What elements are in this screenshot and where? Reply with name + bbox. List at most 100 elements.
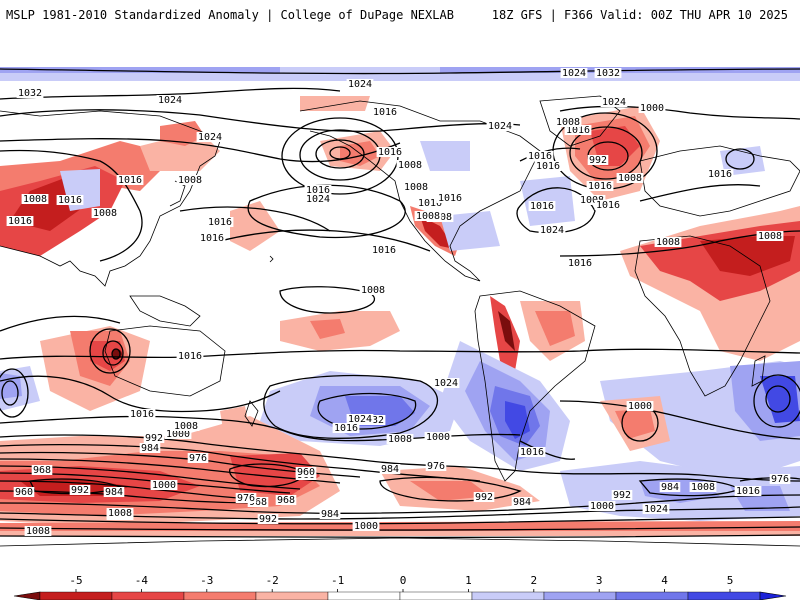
isobar-label-bg — [526, 151, 554, 161]
colorbar-bin — [615, 591, 689, 600]
isobar-label-bg — [275, 495, 297, 505]
isobar-label-bg — [689, 482, 717, 492]
isobar-label-bg — [654, 237, 682, 247]
isobar-line — [519, 147, 581, 162]
isobar-label: 960 — [297, 467, 315, 478]
isobar-label: 1016 — [596, 200, 620, 211]
isobar-label-bg — [172, 421, 200, 431]
isobar-label-bg — [31, 465, 53, 475]
isobar-label-bg — [352, 521, 380, 531]
isobar-label-bg — [706, 169, 734, 179]
isobar-label: 1016 — [418, 198, 442, 209]
isobar-label: 1008 — [174, 421, 198, 432]
isobar-label: 1016 — [200, 233, 224, 244]
isobar-label-bg — [156, 95, 184, 105]
isobar-label: 1016 — [520, 447, 544, 458]
colorbar-tick-label: 0 — [400, 574, 407, 587]
isobar-label-bg — [319, 509, 341, 519]
isobar-label: 984 — [661, 482, 679, 493]
colorbar-bin — [471, 591, 545, 600]
mslp-anomaly-map: 1032102410321024101610161024101610241008… — [0, 67, 800, 547]
isobar-label-bg — [91, 208, 119, 218]
isobar-line — [0, 526, 800, 531]
isobar-label-bg — [594, 68, 622, 78]
isobar-label: 1016 — [373, 107, 397, 118]
isobar-line — [639, 184, 761, 202]
shade-neg2 — [615, 409, 655, 439]
isobar-label-bg — [432, 378, 460, 388]
isobar-label: 1008 — [758, 231, 782, 242]
coast-antarctica — [0, 537, 800, 547]
shade-neg2 — [160, 121, 205, 146]
colorbar-bin — [39, 591, 113, 600]
colorbar-tick-label: -2 — [266, 574, 279, 587]
isobar-label-bg — [21, 194, 49, 204]
isobar-line — [559, 400, 800, 440]
isobar-line — [111, 348, 121, 360]
isobar-line — [1, 380, 19, 406]
isobar-label: 1024 — [348, 79, 372, 90]
isobar-label: 1024 — [540, 225, 564, 236]
isobar-label: 1024 — [602, 97, 626, 108]
isobar-label: 1016 — [536, 161, 560, 172]
colorbar-bin — [327, 591, 401, 600]
isobar-label: 1016 — [8, 216, 32, 227]
isobar-label-bg — [554, 117, 582, 127]
isobar-label-bg — [198, 233, 226, 243]
shade-neg2 — [310, 319, 345, 339]
isobar-label: 1016 — [334, 423, 358, 434]
isobar-label: 1016 — [130, 409, 154, 420]
isobar-label-bg — [379, 464, 401, 474]
coast-hawaii — [269, 255, 274, 263]
isobar-label-bg — [143, 433, 165, 443]
isobar-line — [753, 374, 800, 428]
coast-greenland — [539, 95, 621, 147]
shade-neg4 — [420, 216, 455, 249]
isobar-label: 1008 — [416, 211, 440, 222]
isobar-label-bg — [626, 401, 654, 411]
isobar-label: 1008 — [691, 482, 715, 493]
isobar-line — [0, 534, 800, 539]
isobar-label: 1008 — [178, 175, 202, 186]
coastlines — [0, 95, 800, 547]
isobar-label-bg — [257, 514, 279, 524]
isobar-label-bg — [376, 147, 404, 157]
isobar-label: 976 — [771, 474, 789, 485]
isobar-label-bg — [473, 492, 495, 502]
colorbar-tick-label: 3 — [596, 574, 603, 587]
isobar-label-bg — [247, 497, 269, 507]
isobar-line — [329, 146, 351, 160]
isobar-line — [0, 87, 341, 100]
isobar-line — [379, 476, 522, 502]
colorbar-tick-label: -4 — [135, 574, 149, 587]
colorbar-bin — [111, 591, 185, 600]
isobar-label: 1016 — [588, 181, 612, 192]
isobar-line — [0, 375, 281, 413]
isobar-label: 1024 — [306, 194, 330, 205]
model-run-info: 18Z GFS | F366 Valid: 00Z THU APR 10 202… — [491, 8, 788, 22]
isobar-label-bg — [176, 351, 204, 361]
isobar-label: 1016 — [736, 486, 760, 497]
isobar-label-bg — [594, 200, 622, 210]
isobar-line — [0, 458, 341, 484]
isobar-label: 1016 — [378, 147, 402, 158]
isobar-label-bg — [332, 423, 360, 433]
isobar-label-bg — [414, 211, 442, 221]
isobar-label: 1008 — [618, 173, 642, 184]
coast-australia — [104, 325, 226, 397]
coast-maritime — [129, 295, 201, 327]
isobar-line — [0, 68, 800, 75]
isobar-label: 1008 — [388, 434, 412, 445]
isobar-label: 1008 — [398, 160, 422, 171]
isobar-label-bg — [116, 175, 144, 185]
isobar-label: 1008 — [656, 237, 680, 248]
isobar-label-bg — [24, 526, 52, 536]
isobar-label: 1016 — [566, 125, 590, 136]
isobar-line — [263, 374, 438, 439]
shade-pos2 — [0, 67, 280, 73]
colorbar-bin — [183, 591, 257, 600]
isobar-line — [315, 139, 365, 169]
isobar-line — [765, 385, 791, 413]
isobar-label-bg — [346, 414, 374, 424]
isobar-label-bg — [642, 504, 670, 514]
